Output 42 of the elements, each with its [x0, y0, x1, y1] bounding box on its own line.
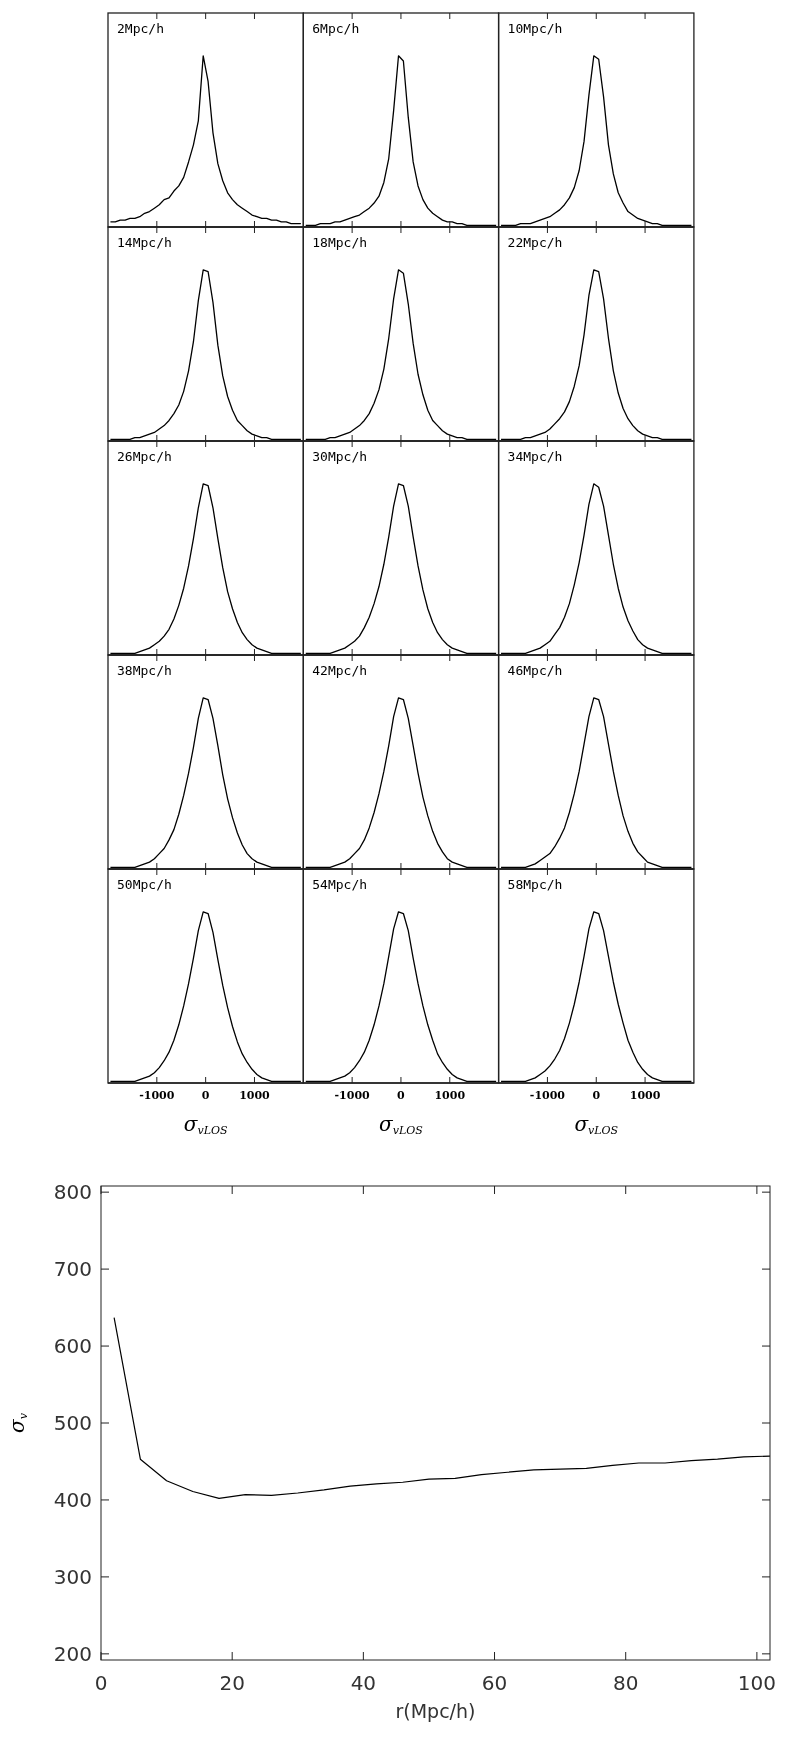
x-tick-label: -1000 — [334, 1089, 371, 1102]
x-tick-label: 1000 — [434, 1089, 466, 1102]
y-tick-label: 500 — [53, 1411, 92, 1435]
x-tick-label: 100 — [737, 1671, 776, 1695]
x-tick-label: 0 — [94, 1671, 108, 1695]
y-tick-label: 700 — [53, 1257, 92, 1282]
x-tick-label: 80 — [612, 1671, 639, 1695]
chart-title: 10Mpc/h — [507, 21, 563, 36]
chart-title: 2Mpc/h — [117, 21, 164, 36]
x-tick-label: 40 — [350, 1671, 377, 1695]
chart-title: 18Mpc/h — [312, 235, 368, 250]
line-series — [113, 1316, 771, 1500]
chart-title: 58Mpc/h — [507, 877, 563, 892]
y-tick-label: 600 — [53, 1334, 92, 1359]
x-axis-title: σ$_{vLOS}$ — [183, 1112, 228, 1137]
chart-title: 54Mpc/h — [312, 877, 368, 892]
x-tick-label: 60 — [481, 1671, 508, 1695]
x-tick-label: -1000 — [139, 1089, 175, 1102]
x-tick-label: 1000 — [629, 1089, 661, 1102]
x-axis-title: σ$_{vLOS}$ — [574, 1112, 619, 1137]
y-tick-label: 800 — [53, 1180, 92, 1205]
chart-title: 30Mpc/h — [312, 449, 368, 464]
x-axis-title: σ$_{vLOS}$ — [379, 1112, 424, 1137]
chart-title: 46Mpc/h — [507, 663, 563, 678]
x-tick-label: 0 — [397, 1089, 406, 1102]
chart-title: 6Mpc/h — [312, 21, 360, 36]
y-tick-label: 200 — [53, 1641, 92, 1666]
chart-title: 38Mpc/h — [117, 663, 172, 678]
chart-title: 50Mpc/h — [117, 877, 172, 892]
chart-title: 14Mpc/h — [117, 235, 172, 250]
x-tick-label: 1000 — [239, 1089, 271, 1102]
x-tick-label: 0 — [592, 1089, 601, 1102]
y-tick-label: 400 — [53, 1487, 92, 1512]
x-tick-label: -1000 — [529, 1089, 566, 1102]
chart-title: 34Mpc/h — [507, 449, 563, 464]
chart-title: 42Mpc/h — [312, 663, 368, 678]
x-tick-label: 0 — [201, 1089, 210, 1102]
chart-title: 26Mpc/h — [117, 449, 172, 464]
chart-title: 22Mpc/h — [507, 235, 563, 250]
x-axis-title: r(Mpc/h) — [395, 1700, 476, 1722]
x-tick-label: 20 — [219, 1671, 245, 1695]
y-tick-label: 300 — [53, 1564, 92, 1589]
